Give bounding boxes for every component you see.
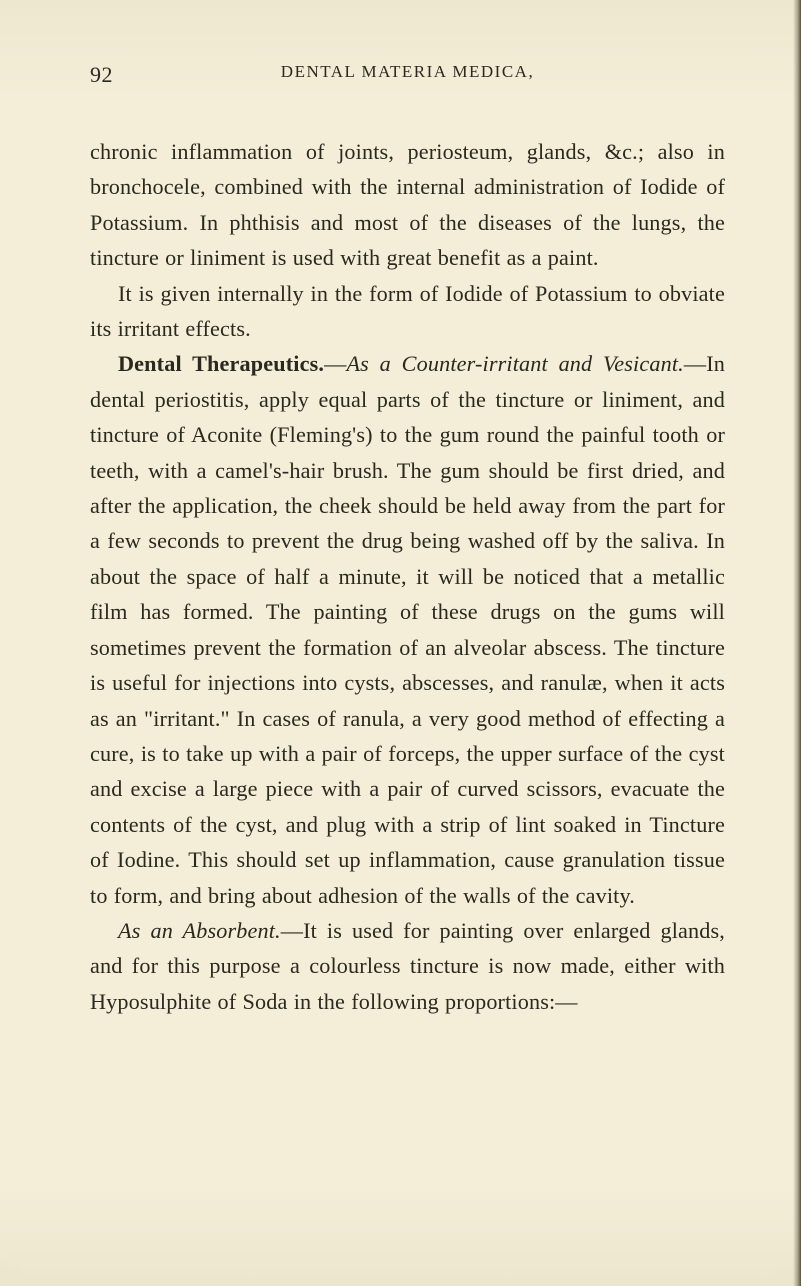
p3-heading-italic: As a Counter-irritant and Vesicant. (346, 351, 683, 376)
p3-dash: — (324, 351, 346, 376)
p4-heading-italic: As an Absorbent. (118, 918, 281, 943)
p3-heading-bold: Dental Therapeutics. (118, 351, 324, 376)
paragraph-4: As an Absorbent.—It is used for painting… (90, 913, 725, 1019)
paragraph-2: It is given internally in the form of Io… (90, 276, 725, 347)
body-text: chronic inflammation of joints, perioste… (90, 134, 725, 1019)
right-edge-shadow (793, 0, 801, 1286)
running-head: DENTAL MATERIA MEDICA, (281, 62, 534, 82)
p3-body: —In dental periostitis, apply equal part… (90, 351, 725, 907)
page-content: 92 DENTAL MATERIA MEDICA, chronic inflam… (90, 62, 725, 1019)
header-row: 92 DENTAL MATERIA MEDICA, (90, 62, 725, 94)
page-number: 92 (90, 62, 113, 88)
paragraph-1: chronic inflammation of joints, perioste… (90, 134, 725, 276)
paragraph-3: Dental Therapeutics.—As a Counter-irrita… (90, 346, 725, 913)
